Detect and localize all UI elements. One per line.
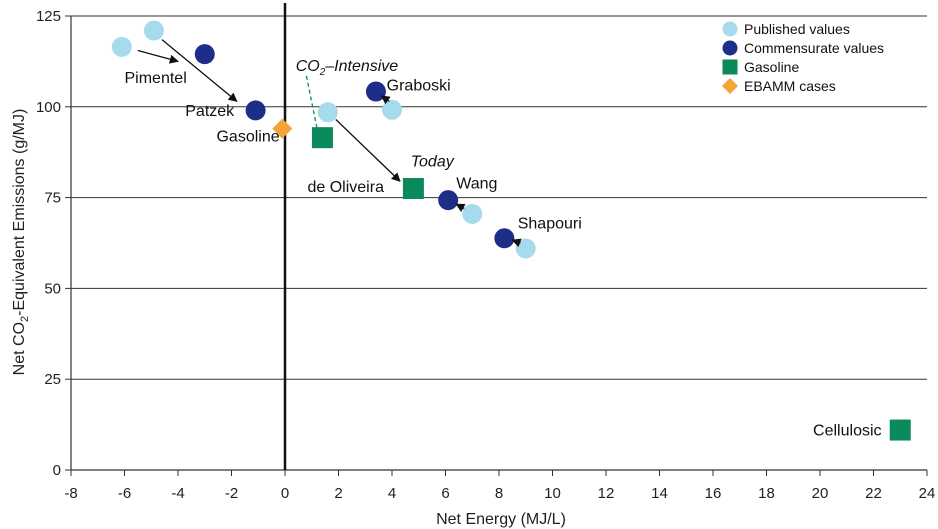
y-axis-label: Net CO2-Equivalent Emissions (g/MJ) [11, 109, 31, 376]
point-series0-2 [317, 102, 338, 123]
x-tick-label-22: 22 [865, 485, 882, 502]
annotations: Pimentel Patzek Gasoline Graboski de Oliveir… [125, 39, 882, 439]
point-series2-2 [889, 419, 911, 441]
y-tick-label-75: 75 [44, 190, 61, 207]
point-series1-1 [245, 100, 266, 121]
y-tick-label-100: 100 [36, 99, 61, 116]
point-series0-5 [515, 238, 536, 259]
legend-marker-1 [722, 40, 738, 56]
arrow-4 [455, 203, 466, 213]
x-tick-label--6: -6 [118, 485, 131, 502]
label-cellulosic: Cellulosic [813, 422, 881, 439]
arrow-2 [335, 119, 401, 182]
legend-marker-3 [722, 78, 738, 94]
label-co2-intensive: CO2–Intensive [296, 58, 399, 78]
co2-subscript: 2 [319, 67, 326, 78]
x-tick-label-24: 24 [919, 485, 936, 502]
point-series2-0 [311, 127, 333, 149]
legend-marker-2 [722, 59, 738, 75]
point-series2-1 [402, 178, 424, 200]
arrow-0 [137, 49, 179, 64]
legend-label-1: Commensurate values [744, 40, 884, 56]
label-graboski: Graboski [387, 77, 451, 94]
x-tick-label-4: 4 [388, 485, 396, 502]
x-tick-label-16: 16 [705, 485, 722, 502]
co2-prefix: CO [296, 58, 320, 75]
x-tick-label-10: 10 [544, 485, 561, 502]
y-tick-label-0: 0 [53, 462, 61, 479]
y-axis-label-suffix: -Equivalent Emissions (g/MJ) [11, 109, 28, 316]
x-tick-label--4: -4 [171, 485, 184, 502]
x-tick-label--2: -2 [225, 485, 238, 502]
x-axis-label: Net Energy (MJ/L) [436, 511, 566, 528]
arrow-1 [161, 39, 238, 102]
label-pimentel: Pimentel [125, 70, 187, 87]
arrow-3 [380, 95, 391, 105]
point-series0-0 [111, 36, 132, 57]
y-tick-label-125: 125 [36, 8, 61, 25]
tick-labels: -8 -6 -4 -2 0 2 4 6 8 10 12 14 16 18 20 22 2402550751001… [36, 8, 935, 502]
label-wang: Wang [456, 176, 497, 193]
arrow-5 [511, 238, 522, 248]
point-series3-0 [272, 118, 293, 139]
legend-marker-0 [722, 21, 738, 37]
legend-label-2: Gasoline [744, 59, 799, 75]
x-tick-label--8: -8 [64, 485, 77, 502]
label-patzek: Patzek [185, 103, 235, 120]
point-series1-0 [194, 44, 215, 65]
label-shapouri: Shapouri [518, 215, 582, 232]
legend: Published values Commensurate values Gasol… [722, 21, 884, 94]
point-series1-4 [494, 228, 515, 249]
x-tick-label-18: 18 [758, 485, 775, 502]
y-axis-label-subscript: 2 [19, 316, 31, 322]
point-series1-3 [438, 190, 459, 211]
y-axis-label-prefix: Net CO [11, 322, 28, 375]
x-tick-label-8: 8 [495, 485, 503, 502]
grid-lines [71, 15, 927, 380]
y-tick-label-25: 25 [44, 371, 61, 388]
point-series0-1 [143, 20, 164, 41]
co2-suffix: –Intensive [324, 58, 398, 75]
label-gasoline: Gasoline [216, 128, 279, 145]
legend-label-3: EBAMM cases [744, 78, 836, 94]
guide-lines [305, 75, 318, 129]
point-series0-3 [382, 99, 402, 120]
x-tick-label-12: 12 [598, 485, 615, 502]
dashed-guide-0 [305, 75, 318, 129]
x-tick-label-20: 20 [812, 485, 829, 502]
x-tick-label-0: 0 [281, 485, 289, 502]
x-tick-label-2: 2 [334, 485, 342, 502]
point-series1-2 [365, 81, 386, 102]
point-series0-4 [462, 203, 483, 224]
legend-label-0: Published values [744, 21, 850, 37]
y-tick-label-50: 50 [44, 280, 61, 297]
label-de-oliveira: de Oliveira [307, 179, 384, 196]
label-today: Today [411, 154, 455, 171]
x-tick-label-14: 14 [651, 485, 668, 502]
x-tick-label-6: 6 [441, 485, 449, 502]
